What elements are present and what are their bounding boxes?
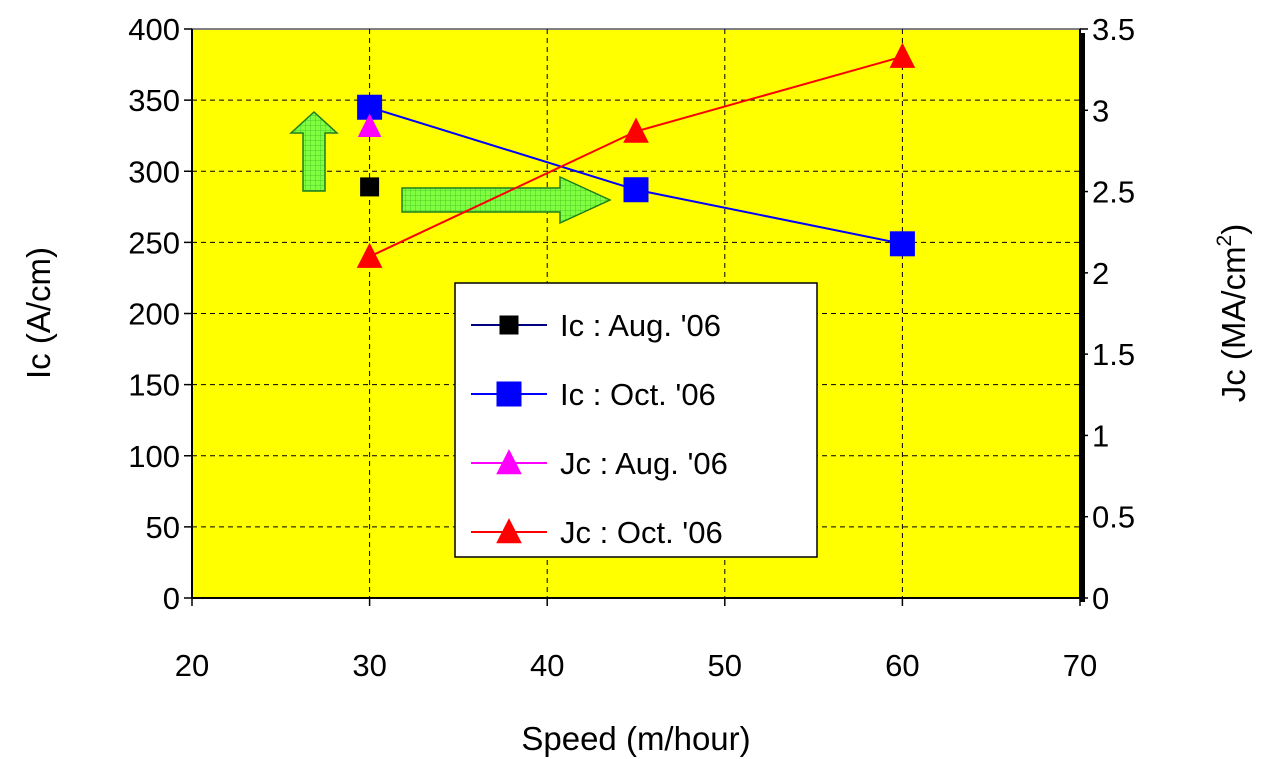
y2-tick-label: 2.5 xyxy=(1092,175,1135,210)
y2-axis-title: Jc (MA/cm2) xyxy=(1213,224,1252,403)
tick-labels: 0 50 100 150 200 250 300 350 400 0 0.5 1 1.5 2 2.5 3 3.5… xyxy=(128,12,1135,683)
axes xyxy=(184,28,1088,606)
series-0 xyxy=(360,177,380,197)
data-point xyxy=(356,242,383,268)
y-tick-label: 100 xyxy=(128,439,180,474)
legend-marker xyxy=(496,449,522,475)
x-tick-label: 30 xyxy=(352,648,386,683)
y2-axis-title-superscript: 2 xyxy=(1213,235,1236,247)
legend-item: Ic : Aug. '06 xyxy=(471,308,721,343)
series-3 xyxy=(356,42,916,268)
y-tick-label: 50 xyxy=(146,510,180,545)
legend-marker xyxy=(496,381,522,407)
y2-tick-label: 3 xyxy=(1092,93,1109,128)
up-arrow-annotation xyxy=(289,110,339,192)
data-point xyxy=(623,177,649,203)
y-axis-title: Ic (A/cm) xyxy=(20,247,57,379)
series-layer xyxy=(356,42,916,268)
y2-axis-title-close: ) xyxy=(1215,224,1252,235)
x-tick-label: 70 xyxy=(1063,648,1097,683)
x-tick-label: 50 xyxy=(708,648,742,683)
y-tick-label: 150 xyxy=(128,368,180,403)
annotation-arrows xyxy=(289,110,612,225)
y2-tick-label: 2 xyxy=(1092,256,1109,291)
y-tick-label: 350 xyxy=(128,83,180,118)
y2-tick-label: 3.5 xyxy=(1092,12,1135,47)
legend-marker xyxy=(496,518,522,544)
y-tick-label: 0 xyxy=(163,581,180,616)
right-arrow-annotation xyxy=(401,175,612,225)
x-tick-label: 40 xyxy=(530,648,564,683)
x-tick-label: 60 xyxy=(885,648,919,683)
legend-item: Jc : Aug. '06 xyxy=(471,446,728,481)
legend: Ic : Aug. '06 Ic : Oct. '06 Jc : Aug. '06 J… xyxy=(454,282,818,558)
y2-tick-label: 0 xyxy=(1092,581,1109,616)
y2-tick-label: 1.5 xyxy=(1092,337,1135,372)
legend-label: Jc : Aug. '06 xyxy=(560,446,728,481)
series-2 xyxy=(357,113,382,137)
legend-item: Jc : Oct. '06 xyxy=(471,515,723,550)
data-point xyxy=(357,113,382,137)
plot-area-shadow xyxy=(1080,33,1085,602)
legend-marker xyxy=(499,315,519,335)
y-tick-label: 200 xyxy=(128,297,180,332)
legend-label: Jc : Oct. '06 xyxy=(560,515,723,550)
legend-item: Ic : Oct. '06 xyxy=(471,377,716,412)
data-point xyxy=(623,117,649,143)
y2-tick-label: 0.5 xyxy=(1092,500,1135,535)
y2-axis-title-main: Jc (MA/cm xyxy=(1215,246,1252,402)
x-tick-label: 20 xyxy=(175,648,209,683)
y-tick-label: 400 xyxy=(128,12,180,47)
data-point xyxy=(889,231,915,257)
data-point xyxy=(889,42,916,68)
legend-label: Ic : Aug. '06 xyxy=(560,308,721,343)
y-tick-label: 300 xyxy=(128,154,180,189)
x-axis-title: Speed (m/hour) xyxy=(521,720,750,757)
y2-tick-label: 1 xyxy=(1092,418,1109,453)
y-tick-label: 250 xyxy=(128,225,180,260)
legend-label: Ic : Oct. '06 xyxy=(560,377,716,412)
data-point xyxy=(360,177,380,197)
